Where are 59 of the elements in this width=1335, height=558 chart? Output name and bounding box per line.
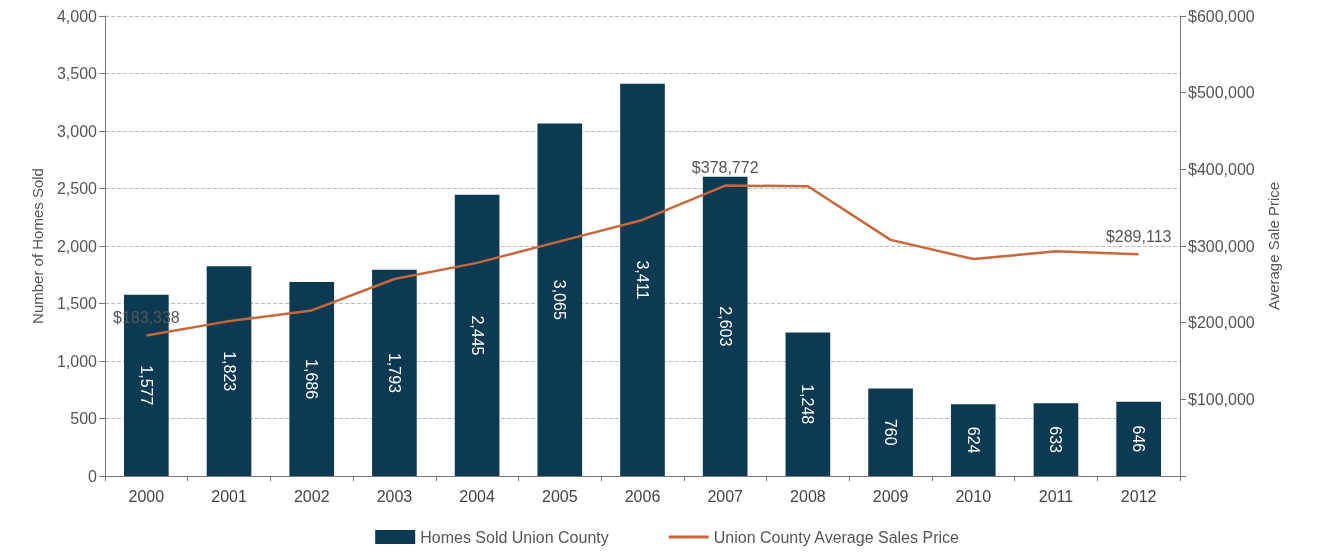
data-label: 646: [1130, 425, 1148, 453]
y2-tick-label: $200,000: [1188, 314, 1255, 332]
x-tick-label: 2003: [376, 487, 413, 505]
bar: [1116, 401, 1161, 476]
y-tick-label: 3,500: [56, 65, 98, 82]
data-label: 1,248: [799, 384, 817, 425]
bar: [454, 194, 500, 476]
x-tick-label: 2009: [872, 487, 909, 505]
bar: [537, 123, 583, 476]
y2-tick-label: $300,000: [1188, 237, 1255, 255]
y2-tick-label: $600,000: [1188, 7, 1255, 25]
data-label: 633: [1047, 426, 1065, 454]
y-tick-label: 2,500: [56, 180, 98, 197]
bar: [785, 332, 831, 476]
x-tick-label: 2011: [1038, 487, 1074, 505]
x-tick-label: 2004: [459, 487, 496, 505]
y-tick-label: 1,500: [56, 295, 98, 312]
data-label: $378,772: [691, 159, 759, 177]
x-tick-label: 2007: [707, 487, 744, 505]
bar: [206, 266, 252, 476]
x-tick-label: 2002: [293, 487, 330, 505]
x-tick-label: 2006: [624, 487, 661, 505]
y2-tick-label: $400,000: [1188, 160, 1255, 178]
x-tick-label: 2001: [211, 487, 247, 505]
y-axis-title: Number of Homes Sold: [29, 168, 46, 324]
y-tick-label: 0: [88, 467, 98, 485]
bar: [620, 83, 665, 476]
data-label: 2,603: [716, 306, 734, 347]
y-tick-label: 3,000: [56, 122, 98, 140]
data-label: 2,445: [468, 315, 486, 356]
data-label: 624: [964, 426, 982, 454]
y2-axis-title: Average Sale Price: [1264, 181, 1282, 311]
bar: [950, 404, 996, 476]
bar: [868, 388, 913, 476]
data-label: 3,065: [551, 279, 569, 320]
x-tick-label: 2012: [1120, 487, 1157, 505]
bar: [702, 176, 748, 476]
data-label: $289,113: [1105, 227, 1172, 245]
y-tick-label: 2,000: [56, 237, 98, 255]
legend-label: Homes Sold Union County: [420, 528, 609, 546]
data-label: 760: [882, 418, 900, 446]
legend-label: Union County Average Sales Price: [713, 528, 960, 546]
bar: [1033, 403, 1079, 476]
x-tick-label: 2000: [128, 487, 165, 505]
data-label: 1,793: [385, 352, 403, 394]
x-tick-label: 2008: [790, 487, 826, 505]
bar: [289, 282, 335, 476]
x-tick-label: 2010: [955, 487, 992, 505]
y-tick-label: 4,000: [56, 7, 98, 25]
x-tick-label: 2005: [542, 487, 578, 505]
data-label: 1,577: [137, 365, 155, 406]
y2-tick-label: $100,000: [1188, 390, 1255, 408]
y-tick-label: 500: [70, 410, 98, 427]
data-label: 1,686: [303, 359, 321, 400]
y-tick-label: 1,000: [56, 352, 98, 370]
data-label: 1,823: [220, 351, 238, 392]
y2-tick-label: $500,000: [1188, 84, 1255, 102]
data-label: 3,411: [634, 260, 651, 300]
bar: [372, 269, 417, 476]
